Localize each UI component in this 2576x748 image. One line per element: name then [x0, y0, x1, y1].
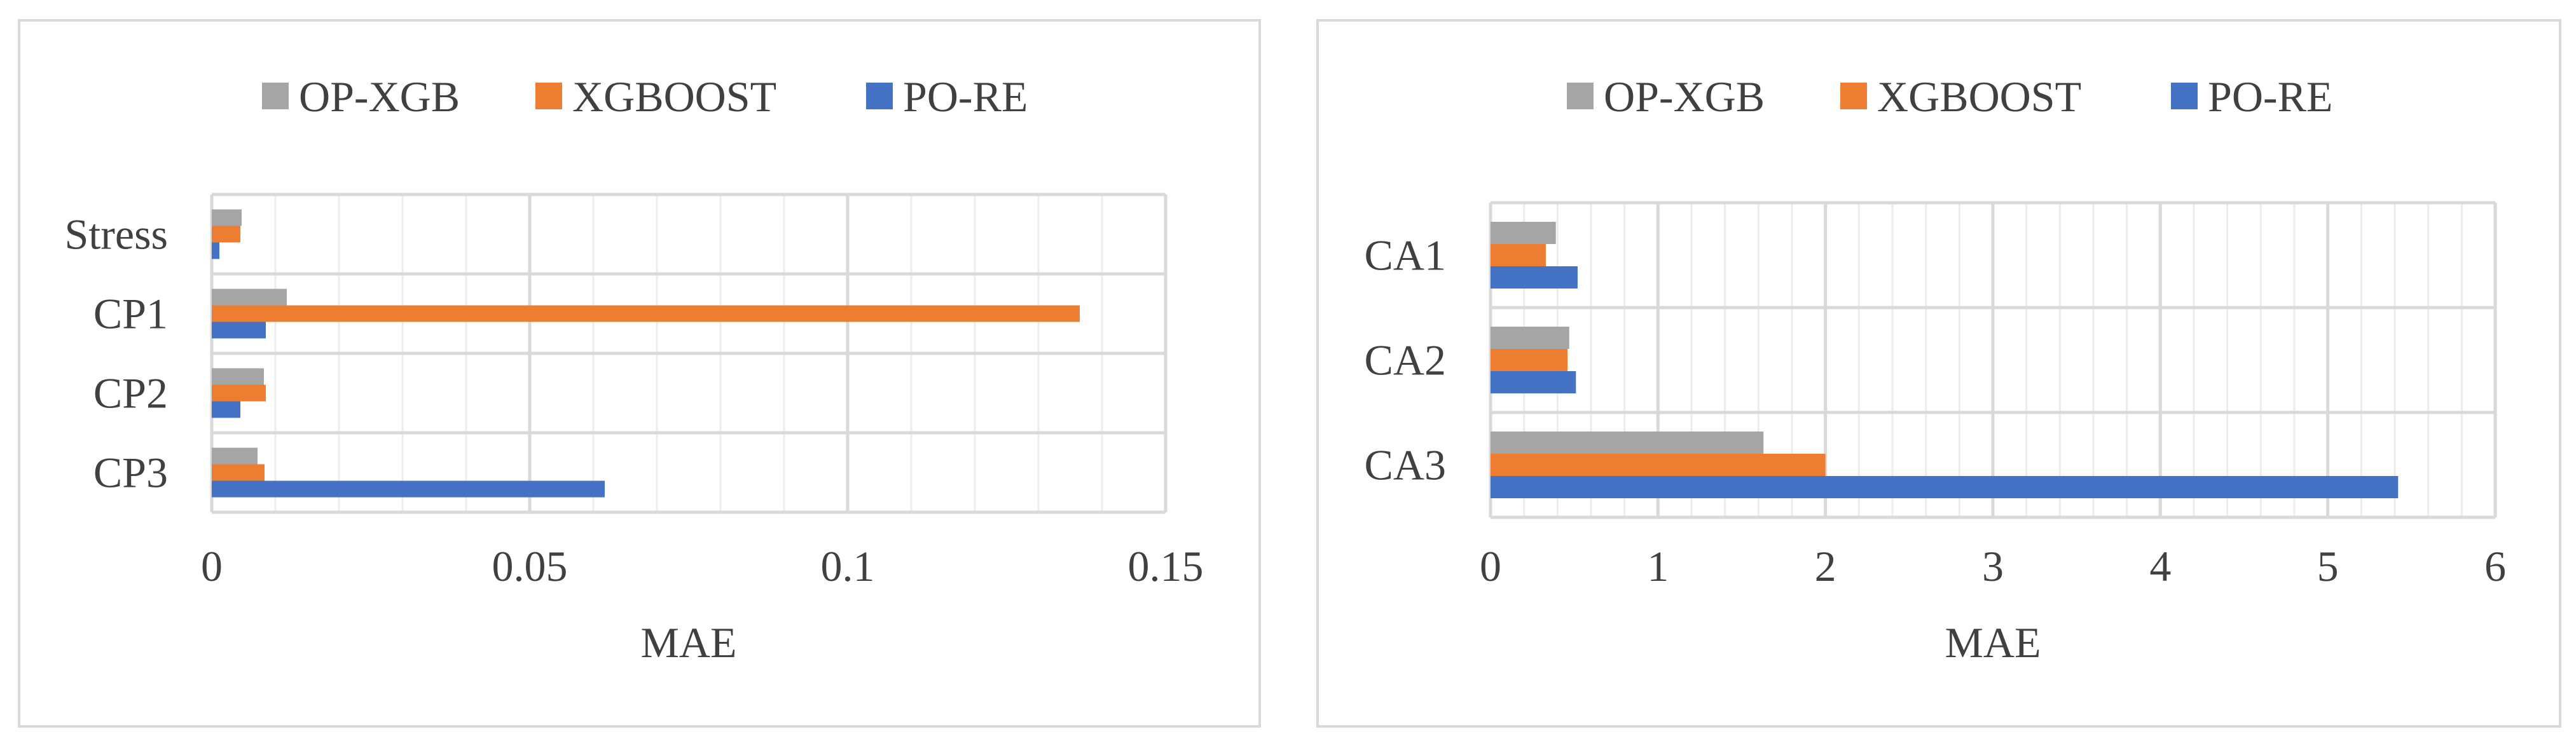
x-tick-label: 0 [1480, 542, 1501, 590]
category-label: CA1 [1365, 231, 1446, 280]
bar-op-xgb-stress [212, 209, 242, 226]
x-tick-label: 3 [1982, 542, 2004, 590]
x-axis-title: MAE [1945, 618, 2041, 667]
left-chart-panel: Stress CP1 CP2 CP3 0 0.05 0.1 0.15 MAE OP-XGB XGBO… [18, 19, 1261, 728]
bar-op-xgb-ca2 [1491, 327, 1569, 349]
x-tick-label: 0.15 [1128, 542, 1204, 590]
category-label: CA3 [1365, 441, 1446, 489]
bar-po-re-ca1 [1491, 266, 1578, 289]
category-label: Stress [65, 210, 168, 259]
right-chart-panel: CA1 CA2 CA3 0 1 2 3 4 5 6 MAE OP-XGB XGBOOST PO-RE [1316, 19, 2561, 728]
bar-xgboost-ca2 [1491, 349, 1568, 371]
bar-op-xgb-cp2 [212, 368, 264, 385]
bar-xgboost-cp3 [212, 464, 265, 481]
legend-label-op-xgb: OP-XGB [299, 72, 460, 121]
legend: OP-XGB XGBOOST PO-RE [1567, 72, 2332, 121]
grid [210, 193, 1167, 514]
bar-po-re-ca3 [1491, 476, 2399, 498]
bars [212, 209, 1080, 498]
category-label: CA2 [1365, 336, 1446, 384]
bar-op-xgb-cp1 [212, 289, 287, 306]
legend-label-xgboost: XGBOOST [1877, 72, 2081, 121]
legend-label-op-xgb: OP-XGB [1604, 72, 1765, 121]
legend-swatch-po-re [866, 83, 893, 109]
bar-po-re-ca2 [1491, 371, 1576, 393]
bar-xgboost-ca3 [1491, 454, 1826, 476]
bar-xgboost-cp2 [212, 384, 266, 402]
category-label: CP3 [93, 449, 168, 497]
bar-xgboost-stress [212, 226, 240, 243]
bar-xgboost-ca1 [1491, 244, 1546, 266]
legend-label-po-re: PO-RE [2208, 72, 2332, 121]
bar-po-re-cp2 [212, 401, 240, 418]
bar-op-xgb-ca1 [1491, 222, 1556, 244]
legend-swatch-xgboost [535, 83, 562, 109]
bar-op-xgb-ca3 [1491, 432, 1764, 454]
x-tick-label: 0.05 [492, 542, 568, 590]
bar-po-re-stress [212, 242, 219, 259]
x-tick-label: 5 [2317, 542, 2339, 590]
category-label: CP1 [93, 290, 168, 338]
legend-label-xgboost: XGBOOST [572, 72, 776, 121]
bars [1491, 222, 2399, 498]
legend-swatch-po-re [2171, 83, 2198, 109]
legend-swatch-op-xgb [262, 83, 289, 109]
legend: OP-XGB XGBOOST PO-RE [262, 72, 1028, 121]
x-tick-label: 4 [2149, 542, 2171, 590]
left-chart: Stress CP1 CP2 CP3 0 0.05 0.1 0.15 MAE OP-XGB XGBO… [65, 72, 1204, 667]
x-tick-label: 6 [2484, 542, 2506, 590]
x-tick-label: 0 [201, 542, 223, 590]
grid [1489, 201, 2497, 519]
bar-op-xgb-cp3 [212, 447, 258, 465]
x-tick-label: 0.1 [821, 542, 875, 590]
x-axis-title: MAE [640, 618, 736, 667]
bar-po-re-cp1 [212, 322, 266, 339]
x-tick-label: 2 [1815, 542, 1836, 590]
bar-po-re-cp3 [212, 480, 605, 498]
legend-label-po-re: PO-RE [903, 72, 1028, 121]
x-tick-label: 1 [1647, 542, 1669, 590]
category-label: CP2 [93, 369, 168, 418]
bar-xgboost-cp1 [212, 305, 1080, 322]
right-chart: CA1 CA2 CA3 0 1 2 3 4 5 6 MAE OP-XGB XGBOOST PO-RE [1365, 72, 2506, 667]
legend-swatch-op-xgb [1567, 83, 1594, 109]
legend-swatch-xgboost [1840, 83, 1867, 109]
